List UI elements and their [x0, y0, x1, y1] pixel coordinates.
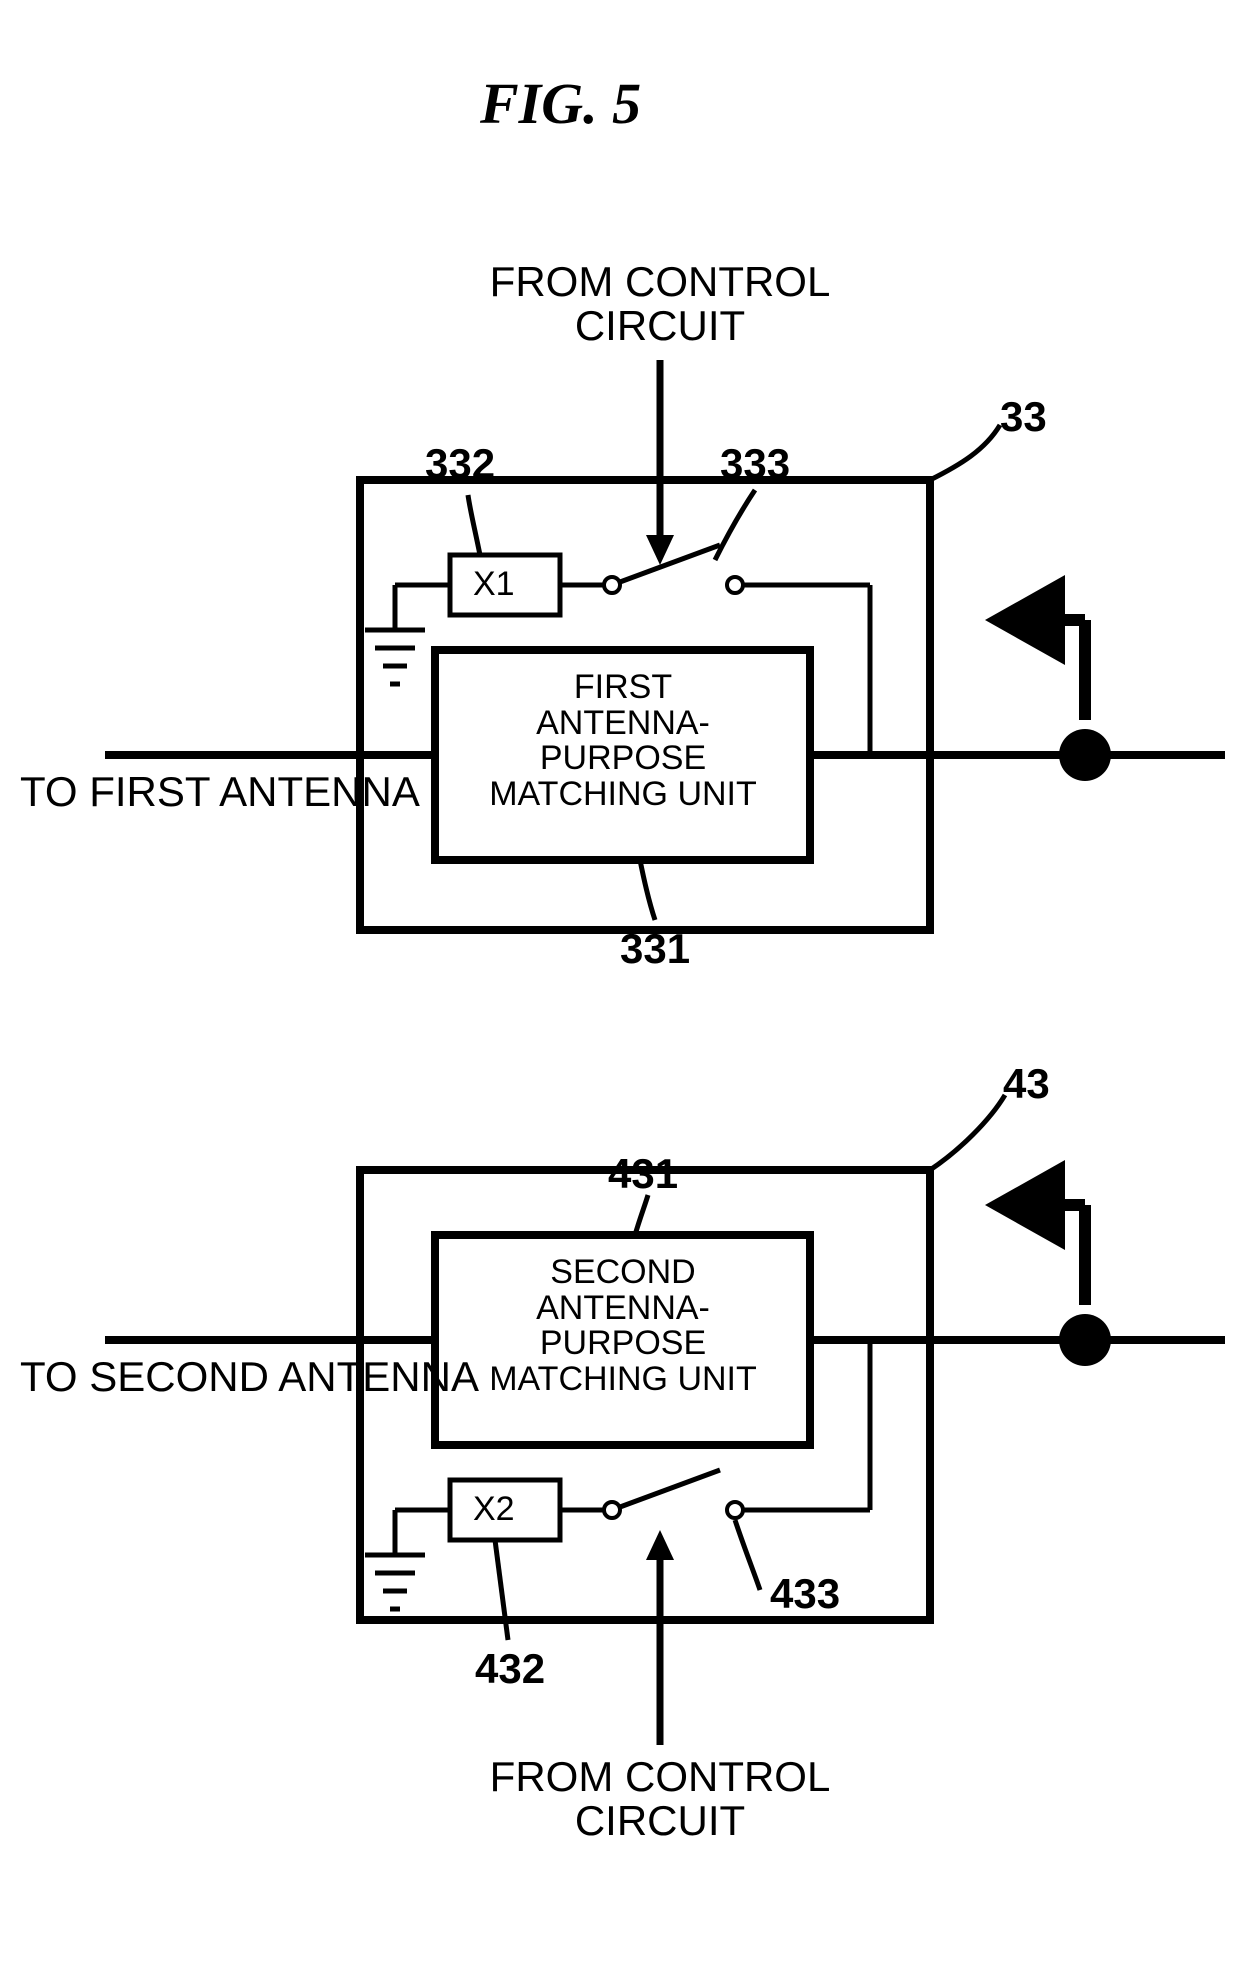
switch-333-terminal-right — [727, 577, 743, 593]
leader-431 — [635, 1195, 648, 1235]
figure-canvas: FIG. 5 FROM CONTROL CIRCUIT — [0, 0, 1240, 1971]
switch-333-lever — [620, 545, 720, 582]
ref-433: 433 — [770, 1570, 840, 1618]
ref-331: 331 — [620, 925, 690, 973]
switch-333-terminal-left — [604, 577, 620, 593]
block-331-text: FIRST ANTENNA- PURPOSE MATCHING UNIT — [438, 670, 808, 813]
leader-33 — [930, 425, 1000, 480]
ref-333: 333 — [720, 440, 790, 488]
leader-433 — [735, 1520, 760, 1590]
x1-text: X1 — [473, 565, 515, 604]
leader-331 — [640, 860, 655, 920]
leader-332 — [468, 495, 480, 555]
input-symbol-top — [985, 575, 1111, 781]
diagram-svg — [0, 0, 1240, 1971]
ref-432: 432 — [475, 1645, 545, 1693]
from-control-circuit-bottom: FROM CONTROL CIRCUIT — [460, 1755, 860, 1843]
input-symbol-bottom — [985, 1160, 1111, 1366]
leader-432 — [495, 1540, 508, 1640]
ref-431: 431 — [608, 1150, 678, 1198]
ref-332: 332 — [425, 440, 495, 488]
leader-333 — [715, 490, 755, 560]
leader-43 — [930, 1095, 1005, 1170]
block-431-text: SECOND ANTENNA- PURPOSE MATCHING UNIT — [438, 1255, 808, 1398]
switch-433-terminal-right — [727, 1502, 743, 1518]
ref-33: 33 — [1000, 393, 1047, 441]
switch-433-terminal-left — [604, 1502, 620, 1518]
to-second-antenna-label: TO SECOND ANTENNA — [20, 1355, 479, 1399]
ref-43: 43 — [1003, 1060, 1050, 1108]
x2-text: X2 — [473, 1490, 515, 1529]
switch-433-lever — [620, 1470, 720, 1507]
to-first-antenna-label: TO FIRST ANTENNA — [20, 770, 420, 814]
